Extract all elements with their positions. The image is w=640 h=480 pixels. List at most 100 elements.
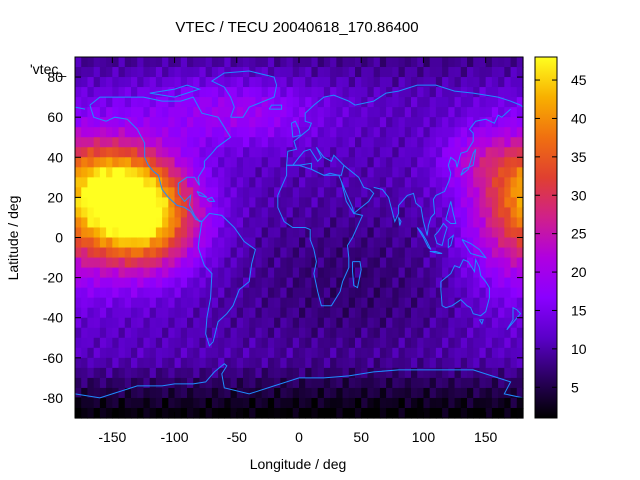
- heatmap-cell: [75, 137, 82, 148]
- heatmap-cell: [504, 297, 512, 309]
- heatmap-cell: [311, 107, 319, 118]
- heatmap-cell: [205, 177, 213, 188]
- heatmap-cell: [398, 147, 406, 158]
- heatmap-cell: [143, 167, 151, 178]
- heatmap-cell: [392, 387, 400, 399]
- heatmap-cell: [112, 267, 120, 279]
- heatmap-cell: [379, 387, 387, 399]
- heatmap-cell: [274, 327, 281, 339]
- heatmap-cell: [187, 67, 194, 78]
- heatmap-cell: [516, 377, 524, 389]
- heatmap-cell: [261, 147, 269, 158]
- heatmap-cell: [106, 317, 113, 329]
- heatmap-cell: [168, 287, 176, 299]
- heatmap-cell: [211, 197, 219, 209]
- heatmap-cell: [510, 67, 518, 78]
- heatmap-cell: [448, 267, 456, 279]
- heatmap-cell: [255, 157, 263, 168]
- heatmap-cell: [342, 397, 350, 409]
- heatmap-cell: [317, 247, 325, 259]
- heatmap-cell: [336, 97, 344, 108]
- heatmap-cell: [131, 267, 138, 279]
- heatmap-cell: [75, 177, 82, 188]
- heatmap-cell: [99, 57, 107, 68]
- heatmap-cell: [342, 197, 350, 209]
- heatmap-cell: [392, 217, 400, 229]
- heatmap-cell: [112, 307, 120, 319]
- heatmap-cell: [417, 117, 425, 128]
- heatmap-cell: [454, 397, 462, 409]
- heatmap-cell: [274, 367, 281, 379]
- heatmap-cell: [87, 387, 95, 399]
- heatmap-cell: [249, 207, 257, 219]
- heatmap-cell: [323, 97, 331, 108]
- heatmap-cell: [330, 117, 337, 128]
- heatmap-cell: [429, 67, 437, 78]
- heatmap-cell: [224, 287, 232, 299]
- heatmap-cell: [473, 177, 481, 188]
- heatmap-cell: [323, 177, 331, 188]
- heatmap-cell: [454, 167, 462, 178]
- heatmap-cell: [429, 327, 437, 339]
- heatmap-cell: [99, 247, 107, 259]
- heatmap-cell: [162, 207, 169, 219]
- heatmap-cell: [423, 297, 431, 309]
- heatmap-cell: [491, 157, 499, 168]
- heatmap-cell: [193, 267, 201, 279]
- heatmap-cell: [99, 287, 107, 299]
- heatmap-cell: [106, 227, 113, 239]
- heatmap-cell: [87, 57, 95, 68]
- heatmap-cell: [467, 117, 474, 128]
- heatmap-cell: [180, 387, 188, 399]
- heatmap-cell: [211, 407, 219, 419]
- heatmap-cell: [498, 237, 505, 249]
- heatmap-cell: [249, 57, 257, 68]
- heatmap-cell: [373, 357, 381, 369]
- heatmap-cell: [317, 227, 325, 239]
- heatmap-cell: [168, 127, 176, 138]
- heatmap-cell: [479, 397, 487, 409]
- heatmap-cell: [411, 177, 418, 188]
- heatmap-cell: [473, 337, 481, 349]
- heatmap-cell: [106, 347, 113, 359]
- heatmap-cell: [454, 357, 462, 369]
- heatmap-cell: [168, 227, 176, 239]
- heatmap-cell: [367, 397, 375, 409]
- heatmap-cell: [498, 277, 505, 289]
- heatmap-cell: [236, 207, 244, 219]
- heatmap-cell: [93, 317, 101, 329]
- heatmap-cell: [442, 107, 449, 118]
- heatmap-cell: [305, 257, 313, 269]
- heatmap-cell: [193, 287, 201, 299]
- heatmap-cell: [137, 377, 145, 389]
- heatmap-cell: [93, 77, 101, 88]
- heatmap-cell: [448, 277, 456, 289]
- heatmap-cell: [255, 117, 263, 128]
- heatmap-cell: [180, 327, 188, 339]
- heatmap-cell: [342, 257, 350, 269]
- heatmap-cell: [330, 257, 337, 269]
- heatmap-cell: [404, 227, 412, 239]
- heatmap-cell: [392, 247, 400, 259]
- heatmap-cell: [348, 387, 356, 399]
- heatmap-cell: [81, 127, 89, 138]
- heatmap-cell: [398, 77, 406, 88]
- heatmap-cell: [435, 117, 443, 128]
- heatmap-cell: [267, 87, 275, 98]
- coastline-overlay: [74, 70, 524, 399]
- heatmap-cell: [448, 357, 456, 369]
- heatmap-cell: [274, 277, 281, 289]
- heatmap-cell: [373, 337, 381, 349]
- heatmap-cell: [361, 257, 369, 269]
- heatmap-cell: [411, 377, 418, 389]
- heatmap-cell: [218, 367, 225, 379]
- heatmap-cell: [386, 237, 393, 249]
- heatmap-cell: [504, 267, 512, 279]
- heatmap-cell: [124, 247, 132, 259]
- heatmap-cell: [392, 197, 400, 209]
- heatmap-cell: [218, 377, 225, 389]
- heatmap-cell: [261, 307, 269, 319]
- heatmap-cell: [224, 117, 232, 128]
- heatmap-cell: [224, 177, 232, 188]
